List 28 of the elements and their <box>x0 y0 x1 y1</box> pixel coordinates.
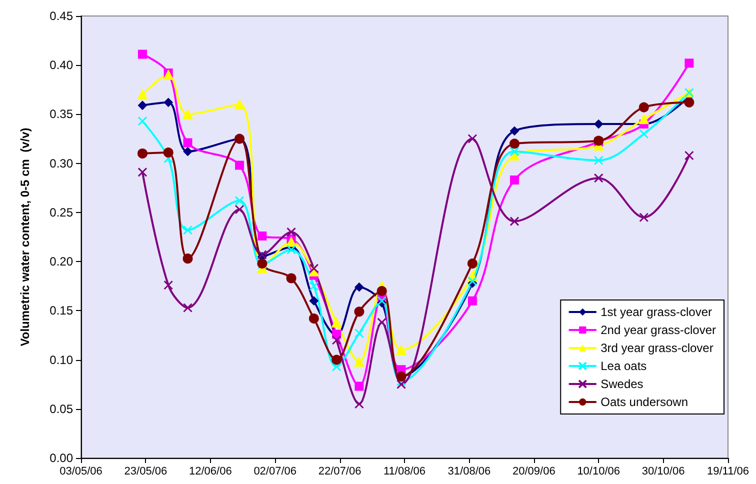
y-tick-label: 0.10 <box>50 352 74 367</box>
x-tick-label: 12/06/06 <box>188 466 232 478</box>
x-tick-label: 02/07/06 <box>254 466 297 478</box>
y-tick-label: 0.20 <box>50 254 74 269</box>
y-axis-title: Volumetric water content, 0-5 cm (v/v) <box>18 128 32 346</box>
y-tick-label: 0.30 <box>50 156 74 170</box>
x-tick-label: 10/10/06 <box>577 466 620 478</box>
legend-label: Lea oats <box>600 359 647 373</box>
legend-label: Swedes <box>600 377 644 391</box>
y-tick-label: 0.00 <box>50 451 74 465</box>
y-tick-label: 0.45 <box>50 9 74 23</box>
x-tick-label: 23/05/06 <box>124 466 168 478</box>
legend-label: 1st year grass-clover <box>600 305 712 319</box>
legend-label: Oats undersown <box>600 395 688 409</box>
x-tick-label: 03/05/06 <box>60 466 102 478</box>
legend-label: 3rd year grass-clover <box>600 341 714 355</box>
x-tick-label: 20/09/06 <box>512 466 556 478</box>
y-tick-label: 0.40 <box>50 58 74 72</box>
x-tick-label: 30/10/06 <box>642 466 685 478</box>
x-tick-label: 22/07/06 <box>318 466 362 478</box>
y-tick-label: 0.15 <box>50 304 74 318</box>
x-tick-label: 19/11/06 <box>706 466 750 478</box>
y-tick-label: 0.05 <box>50 402 74 416</box>
legend-label: 2nd year grass-clover <box>600 323 716 337</box>
x-tick-label: 11/08/06 <box>383 466 426 478</box>
y-tick-label: 0.35 <box>50 107 74 122</box>
y-tick-label: 0.25 <box>50 205 74 220</box>
x-tick-label: 31/08/06 <box>448 466 491 478</box>
